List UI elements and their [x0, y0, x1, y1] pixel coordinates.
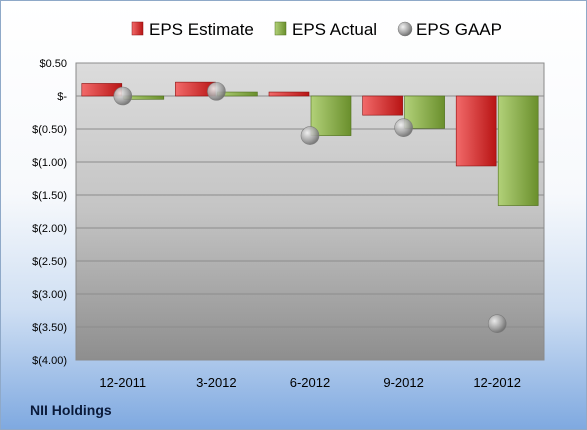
legend-label: EPS Actual	[292, 20, 377, 39]
y-tick-label: $(2.50)	[32, 256, 67, 268]
x-tick-label: 12-2012	[473, 375, 521, 390]
y-tick-label: $(1.00)	[32, 157, 67, 169]
legend-label: EPS Estimate	[149, 20, 254, 39]
y-tick-label: $-	[57, 91, 67, 103]
y-tick-label: $(2.00)	[32, 223, 67, 235]
eps-estimate-bar	[455, 95, 497, 167]
x-tick-label: 12-2011	[99, 375, 146, 390]
y-tick-label: $(1.50)	[32, 190, 67, 202]
eps-estimate-bar	[268, 91, 310, 97]
eps-estimate-bar	[362, 95, 403, 116]
eps-gaap-marker	[300, 126, 320, 145]
legend-gaap-swatch	[397, 21, 413, 37]
x-tick-label: 9-2012	[383, 375, 423, 390]
legend-estimate-swatch	[131, 21, 144, 36]
y-tick-label: $0.50	[39, 58, 67, 70]
x-tick-label: 6-2012	[290, 375, 330, 390]
eps-gaap-marker	[394, 118, 413, 137]
eps-gaap-marker	[113, 86, 133, 106]
y-tick-label: $(0.50)	[32, 124, 67, 136]
eps-actual-bar	[497, 95, 539, 206]
x-tick-label: 3-2012	[196, 375, 236, 390]
company-name: NII Holdings	[30, 402, 112, 418]
eps-actual-bar	[310, 95, 352, 136]
y-tick-label: $(3.00)	[32, 289, 67, 301]
legend-label: EPS GAAP	[416, 20, 502, 39]
eps-gaap-marker	[207, 82, 226, 101]
y-tick-label: $(4.00)	[32, 355, 67, 367]
y-tick-label: $(3.50)	[32, 322, 67, 334]
legend-actual-swatch	[274, 21, 287, 36]
eps-gaap-marker	[487, 314, 507, 334]
